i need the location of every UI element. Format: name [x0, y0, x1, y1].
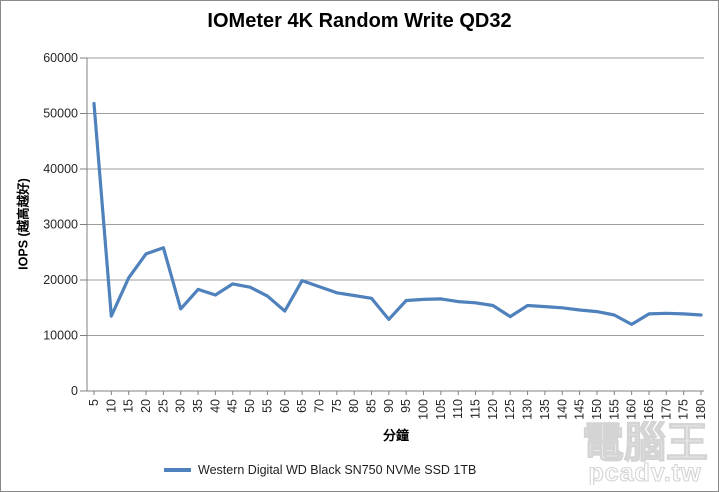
- x-tick-label: 70: [312, 399, 326, 413]
- y-tick-label: 20000: [43, 273, 78, 287]
- x-tick-label: 50: [243, 399, 257, 413]
- x-tick-label: 110: [451, 399, 465, 419]
- x-tick-label: 80: [347, 399, 361, 413]
- x-tick-label: 140: [555, 399, 569, 420]
- x-tick-label: 120: [486, 399, 500, 420]
- x-tick-label: 60: [278, 399, 292, 413]
- x-tick-label: 25: [156, 399, 170, 413]
- x-tick-label: 90: [382, 399, 396, 413]
- x-tick-label: 105: [434, 399, 448, 420]
- x-tick-label: 30: [174, 399, 188, 413]
- x-tick-label: 40: [208, 399, 222, 413]
- pcadv-watermark: 電腦王 pcadv.tw: [581, 421, 708, 485]
- x-tick-label: 45: [226, 399, 240, 413]
- x-tick-label: 95: [399, 399, 413, 413]
- x-tick-label: 125: [503, 399, 517, 420]
- x-tick-label: 135: [538, 399, 552, 420]
- x-tick-label: 130: [521, 399, 535, 420]
- chart-title: IOMeter 4K Random Write QD32: [207, 10, 512, 32]
- x-tick-label: 170: [659, 399, 673, 420]
- legend-label: Western Digital WD Black SN750 NVMe SSD …: [198, 463, 477, 477]
- y-tick-label: 10000: [43, 329, 78, 343]
- x-tick-label: 160: [625, 399, 639, 420]
- x-tick-label: 165: [642, 399, 656, 420]
- x-tick-label: 175: [677, 399, 691, 420]
- x-tick-label: 35: [191, 399, 205, 413]
- plot-area: 0 10000 20000 30000 40000 50000 60000 5 10 15 20 25…: [43, 51, 708, 420]
- legend-line-marker: [164, 468, 191, 472]
- y-tick-label: 0: [71, 384, 78, 398]
- x-tick-label: 15: [122, 399, 136, 413]
- x-tick-label: 150: [590, 399, 604, 420]
- x-tick-label: 180: [694, 399, 708, 420]
- x-tick-label: 20: [139, 399, 153, 413]
- watermark-url-text: pcadv.tw: [588, 459, 701, 485]
- y-tick-label: 60000: [43, 51, 78, 65]
- y-tick-label: 40000: [43, 162, 78, 176]
- x-tick-label: 100: [417, 399, 431, 420]
- x-tick-label: 155: [607, 399, 621, 420]
- x-tick-label: 55: [260, 399, 274, 413]
- y-tick-label: 50000: [43, 107, 78, 121]
- x-tick-label: 85: [364, 399, 378, 413]
- legend: Western Digital WD Black SN750 NVMe SSD …: [164, 461, 476, 479]
- x-tick-label: 115: [469, 399, 483, 419]
- x-axis-title: 分鐘: [382, 428, 410, 443]
- x-tick-label: 10: [104, 399, 118, 413]
- x-tick-label: 75: [330, 399, 344, 413]
- x-tick-label: 5: [87, 399, 101, 406]
- x-tick-label: 145: [573, 399, 587, 420]
- y-tick-label: 30000: [43, 218, 78, 232]
- watermark-logo-text: 電腦王: [582, 421, 708, 466]
- series-line: [92, 101, 703, 326]
- x-tick-label: 65: [295, 399, 309, 413]
